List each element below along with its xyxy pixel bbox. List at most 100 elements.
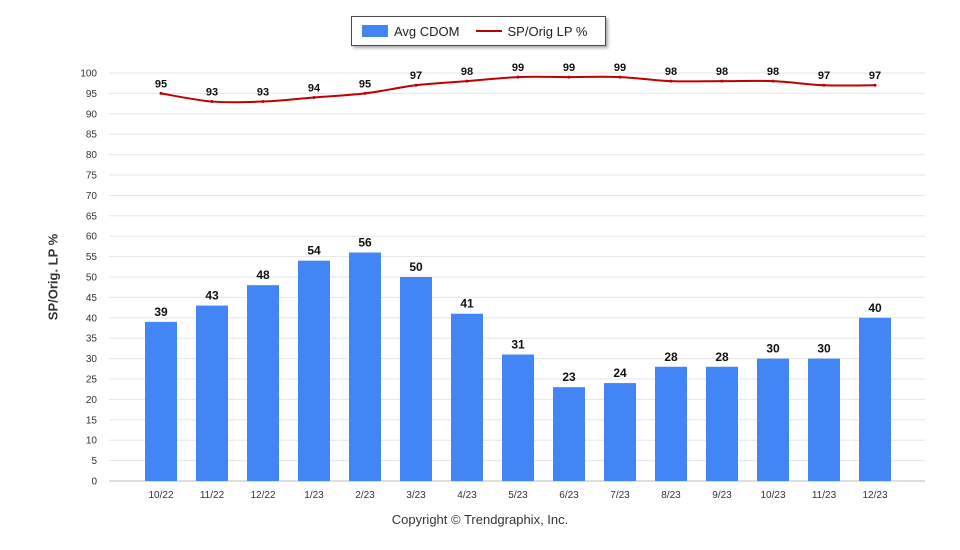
x-tick-label: 8/23 — [661, 490, 681, 501]
x-tick-label: 6/23 — [559, 490, 579, 501]
line-data-label: 93 — [257, 87, 269, 99]
bar-data-label: 56 — [358, 236, 372, 250]
bar-data-label: 50 — [409, 260, 423, 274]
bar — [196, 305, 228, 481]
y-tick-label: 100 — [80, 69, 97, 80]
y-tick-label: 80 — [86, 150, 98, 161]
y-tick-label: 20 — [86, 395, 98, 406]
y-tick-label: 10 — [86, 436, 98, 447]
x-tick-label: 5/23 — [508, 490, 528, 501]
y-tick-label: 50 — [86, 273, 98, 284]
line-data-label: 99 — [614, 62, 626, 74]
line-point — [618, 75, 622, 79]
bar-data-label: 24 — [613, 366, 627, 380]
legend-swatch-bar — [362, 25, 388, 37]
bar — [859, 317, 891, 481]
legend-label-sp-orig: SP/Orig LP % — [507, 23, 588, 39]
bar-data-label: 28 — [664, 350, 678, 364]
x-tick-label: 3/23 — [406, 490, 426, 501]
x-tick-label: 12/23 — [862, 490, 887, 501]
y-tick-label: 65 — [86, 211, 98, 222]
y-tick-label: 35 — [86, 334, 98, 345]
line-data-label: 97 — [818, 70, 830, 82]
y-tick-label: 45 — [86, 293, 98, 304]
legend-label-avg-cdom: Avg CDOM — [394, 23, 460, 39]
bar-data-label: 30 — [766, 342, 780, 356]
legend-item-avg-cdom: Avg CDOM — [362, 24, 460, 39]
bar — [349, 252, 381, 481]
line-point — [567, 75, 571, 79]
bar — [247, 285, 279, 481]
y-tick-label: 25 — [86, 375, 98, 386]
bar — [400, 277, 432, 481]
bar-data-label: 48 — [256, 268, 270, 282]
x-tick-label: 11/23 — [812, 490, 837, 501]
line-point — [669, 79, 673, 83]
x-tick-label: 7/23 — [610, 490, 630, 501]
legend: Avg CDOM SP/Orig LP % — [351, 16, 606, 46]
line-point — [873, 83, 877, 87]
line-point — [261, 100, 265, 104]
line-data-label: 98 — [767, 66, 779, 78]
line-data-label: 97 — [869, 70, 881, 82]
y-tick-label: 55 — [86, 252, 98, 263]
bar-data-label: 39 — [154, 305, 168, 319]
bar — [604, 383, 636, 481]
x-tick-label: 10/22 — [148, 490, 173, 501]
bar — [757, 358, 789, 481]
x-tick-label: 11/22 — [200, 490, 225, 501]
bar — [298, 260, 330, 481]
legend-item-sp-orig: SP/Orig LP % — [460, 23, 588, 39]
line-data-label: 97 — [410, 70, 422, 82]
line-data-label: 98 — [665, 66, 677, 78]
y-tick-label: 40 — [86, 313, 98, 324]
line-point — [465, 79, 469, 83]
line-point — [414, 83, 418, 87]
bar — [451, 313, 483, 481]
line-point — [720, 79, 724, 83]
bar-data-label: 23 — [562, 370, 576, 384]
bar-data-label: 54 — [307, 244, 321, 258]
y-tick-label: 85 — [86, 130, 98, 141]
bar — [553, 387, 585, 481]
y-tick-label: 75 — [86, 171, 98, 182]
y-tick-label: 90 — [86, 109, 98, 120]
bar-data-label: 28 — [715, 350, 729, 364]
y-tick-label: 0 — [91, 477, 97, 488]
y-tick-label: 70 — [86, 191, 98, 202]
x-tick-label: 9/23 — [712, 490, 732, 501]
y-axis-label: SP/Orig. LP % — [45, 233, 61, 321]
bar — [706, 366, 738, 481]
bar-data-label: 30 — [817, 342, 831, 356]
bar — [145, 321, 177, 481]
x-tick-label: 2/23 — [355, 490, 375, 501]
line-point — [822, 83, 826, 87]
bar-data-label: 43 — [205, 289, 219, 303]
y-tick-label: 95 — [86, 89, 98, 100]
line-point — [363, 91, 367, 95]
line-point — [516, 75, 520, 79]
x-tick-label: 10/23 — [760, 490, 785, 501]
line-point — [771, 79, 775, 83]
x-tick-label: 4/23 — [457, 490, 477, 501]
x-tick-label: 12/22 — [250, 490, 275, 501]
bar-data-label: 31 — [511, 338, 525, 352]
legend-swatch-line — [475, 30, 502, 32]
line-point — [210, 100, 214, 104]
bar-data-label: 40 — [868, 301, 882, 315]
y-tick-label: 30 — [86, 354, 98, 365]
y-tick-label: 60 — [86, 232, 98, 243]
y-tick-label: 15 — [86, 415, 98, 426]
copyright-text: Copyright © Trendgraphix, Inc. — [391, 512, 569, 527]
line-data-label: 99 — [563, 62, 575, 74]
line-data-label: 98 — [461, 66, 473, 78]
bar — [655, 366, 687, 481]
line-point — [159, 91, 163, 95]
bar-data-label: 41 — [460, 297, 474, 311]
line-data-label: 94 — [308, 82, 321, 94]
line-data-label: 99 — [512, 62, 524, 74]
line-point — [312, 95, 316, 99]
y-tick-label: 5 — [91, 456, 97, 467]
x-tick-label: 1/23 — [304, 490, 324, 501]
line-data-label: 95 — [155, 78, 167, 90]
